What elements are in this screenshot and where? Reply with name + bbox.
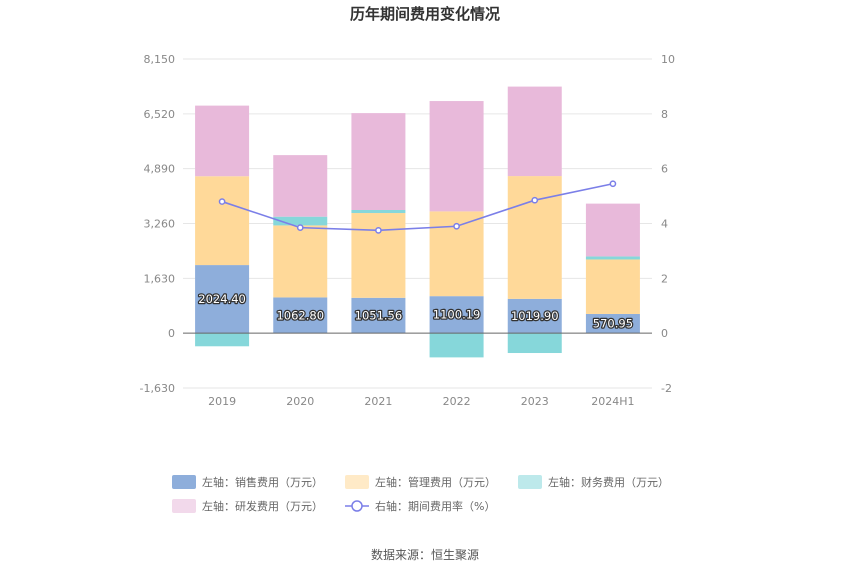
grid xyxy=(183,58,652,389)
bar-data-label: 1051.56 xyxy=(355,308,403,322)
bar-segment xyxy=(351,113,406,210)
bar-segment xyxy=(351,213,406,298)
legend-marker xyxy=(351,500,363,512)
bar-segment xyxy=(273,216,328,226)
right-tick-label: 6 xyxy=(661,163,668,176)
bar-segment xyxy=(507,86,562,177)
legend-label: 右轴：期间费用率（%） xyxy=(375,499,495,513)
legend-label: 左轴：销售费用（万元） xyxy=(202,475,323,489)
bar-segment xyxy=(507,333,562,354)
bar-segment xyxy=(585,313,640,334)
line-layer xyxy=(218,180,617,234)
bar-segment xyxy=(585,203,640,257)
line-point xyxy=(375,227,382,234)
expense-rate-line xyxy=(221,182,614,232)
line-point xyxy=(609,180,617,188)
legend: 左轴：销售费用（万元） 左轴：管理费用（万元） 左轴：财务费用（万元） 左轴：研发费用… xyxy=(172,475,669,513)
right-axis: -2 0 2 4 6 8 10 xyxy=(661,53,675,395)
bar-segment xyxy=(273,225,328,298)
line-point xyxy=(296,224,304,231)
data-label-layer: 2024.40 1062.80 1051.56 1100.19 1019.90 570.9… xyxy=(197,291,634,332)
legend-swatch xyxy=(518,475,542,489)
right-tick-label: 4 xyxy=(661,218,668,231)
left-tick-label: 8,150 xyxy=(144,53,176,66)
bar-segment xyxy=(429,296,484,334)
right-tick-label: 10 xyxy=(661,53,675,66)
bar-segment xyxy=(507,298,562,334)
right-tick-label: 8 xyxy=(661,108,668,121)
legend-swatch xyxy=(172,499,196,513)
bar-segment xyxy=(195,333,250,347)
bar-segment xyxy=(273,155,328,217)
bar-data-label: 1100.19 xyxy=(433,308,481,322)
right-tick-label: 0 xyxy=(661,327,668,340)
bar-segment xyxy=(195,105,250,177)
right-tick-label: 2 xyxy=(661,272,668,285)
bar-segment xyxy=(429,101,484,212)
bar-data-label: 1019.90 xyxy=(511,309,559,323)
legend-label: 左轴：管理费用（万元） xyxy=(375,475,496,489)
bar-segment xyxy=(195,176,250,266)
left-tick-label: 6,520 xyxy=(144,108,176,121)
bar-layer xyxy=(195,86,640,358)
left-tick-label: 1,630 xyxy=(144,272,176,285)
legend-label: 左轴：财务费用（万元） xyxy=(548,475,669,489)
bar-segment xyxy=(351,297,406,334)
legend-swatch xyxy=(345,475,369,489)
x-axis: 2019 2020 2021 2022 2023 2024H1 xyxy=(208,395,634,408)
legend-label: 左轴：研发费用（万元） xyxy=(202,499,323,513)
line-point xyxy=(453,222,460,230)
left-axis: -1,630 0 1,630 3,260 4,890 6,520 8,150 xyxy=(140,53,175,395)
chart-title: 历年期间费用变化情况 xyxy=(350,5,500,23)
x-tick-label: 2022 xyxy=(443,395,471,408)
bar-data-label: 2024.40 xyxy=(198,292,246,306)
x-tick-label: 2021 xyxy=(364,395,392,408)
bar-data-label: 570.95 xyxy=(593,317,633,331)
x-tick-label: 2024H1 xyxy=(591,395,634,408)
bar-segment xyxy=(585,259,640,314)
line-point xyxy=(531,196,539,204)
bar-data-label: 1062.80 xyxy=(276,308,324,322)
left-tick-label: 4,890 xyxy=(144,163,176,176)
source-note: 数据来源：恒生聚源 xyxy=(371,547,479,562)
right-tick-label: -2 xyxy=(661,382,672,395)
bar-segment xyxy=(351,209,406,214)
legend-swatch xyxy=(172,475,196,489)
bar-segment xyxy=(273,297,328,334)
left-tick-label: -1,630 xyxy=(140,382,175,395)
x-tick-label: 2023 xyxy=(521,395,549,408)
x-tick-label: 2020 xyxy=(286,395,314,408)
bar-segment xyxy=(585,256,640,260)
x-tick-label: 2019 xyxy=(208,395,236,408)
line-point xyxy=(218,198,226,205)
left-tick-label: 0 xyxy=(168,327,175,340)
bar-segment xyxy=(429,333,484,358)
left-tick-label: 3,260 xyxy=(144,218,176,231)
bar-segment xyxy=(195,265,250,334)
bar-segment xyxy=(507,176,562,299)
